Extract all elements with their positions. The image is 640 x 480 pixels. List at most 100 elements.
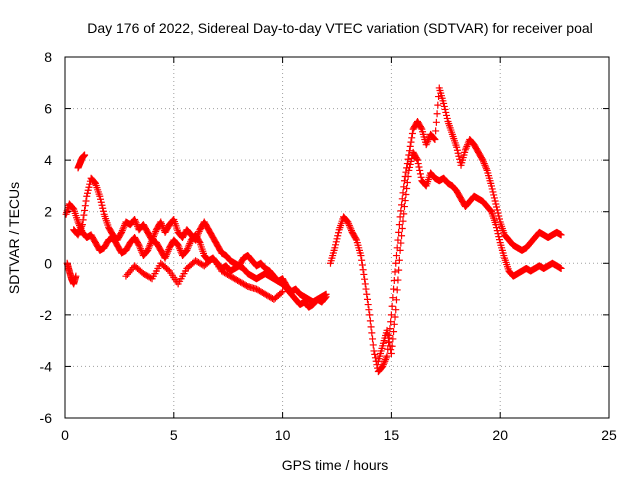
data-point <box>407 157 415 165</box>
data-point <box>407 138 415 146</box>
data-point <box>175 243 183 251</box>
data-point <box>162 252 170 260</box>
data-point <box>346 223 354 231</box>
data-point <box>332 238 340 246</box>
data-point <box>433 110 441 118</box>
data-point <box>406 142 414 150</box>
data-point <box>493 203 501 211</box>
data-point <box>371 350 379 358</box>
data-point <box>440 102 448 110</box>
data-point <box>83 189 91 197</box>
data-point <box>98 201 106 209</box>
data-point <box>358 256 366 264</box>
data-point <box>176 245 184 253</box>
data-point <box>390 320 398 328</box>
data-point <box>358 261 366 269</box>
data-point <box>368 329 376 337</box>
data-point <box>432 118 440 126</box>
data-point <box>373 361 381 369</box>
data-point <box>387 350 395 358</box>
data-point <box>398 232 406 240</box>
x-tick-label: 0 <box>61 427 69 443</box>
data-point <box>434 101 442 109</box>
data-point <box>493 206 501 214</box>
data-point <box>74 231 82 239</box>
data-point <box>158 221 166 229</box>
series-track-3 <box>63 259 80 288</box>
data-point <box>79 216 87 224</box>
data-point <box>489 188 497 196</box>
data-point <box>413 155 421 163</box>
data-point <box>344 218 352 226</box>
y-tick-label: 8 <box>44 49 52 65</box>
data-point <box>164 247 172 255</box>
data-point <box>149 233 157 241</box>
data-point <box>369 341 377 349</box>
data-points <box>62 84 565 376</box>
data-point <box>440 99 448 107</box>
series-track-4 <box>74 151 89 172</box>
data-point <box>406 163 414 171</box>
data-point <box>408 129 416 137</box>
data-point <box>176 246 184 254</box>
data-point <box>391 268 399 276</box>
data-point <box>192 234 200 242</box>
data-point <box>392 306 400 314</box>
data-point <box>417 173 425 181</box>
data-point <box>322 293 330 301</box>
x-tick-label: 15 <box>384 427 400 443</box>
data-point <box>379 362 387 370</box>
data-point <box>183 246 191 254</box>
data-point <box>455 152 463 160</box>
data-point <box>495 233 503 241</box>
data-point <box>359 266 367 274</box>
data-point <box>76 226 84 234</box>
data-point <box>352 235 360 243</box>
data-point <box>443 111 451 119</box>
data-point <box>97 195 105 203</box>
data-point <box>119 225 127 233</box>
data-point <box>131 215 139 223</box>
data-point <box>395 266 403 274</box>
data-point <box>362 285 370 293</box>
data-point <box>486 206 494 214</box>
data-point <box>364 301 372 309</box>
data-point <box>429 134 437 142</box>
data-point <box>157 220 165 228</box>
data-point <box>400 203 408 211</box>
data-point <box>145 243 153 251</box>
data-point <box>75 229 83 237</box>
data-point <box>366 317 374 325</box>
data-point <box>83 192 91 200</box>
data-point <box>490 191 498 199</box>
data-point <box>365 306 373 314</box>
data-point <box>393 286 401 294</box>
data-point <box>382 354 390 362</box>
data-point <box>480 158 488 166</box>
data-point <box>422 141 430 149</box>
data-point <box>388 342 396 350</box>
data-point <box>279 288 287 296</box>
data-point <box>144 246 152 254</box>
data-point <box>464 141 472 149</box>
data-point <box>86 180 94 188</box>
chart-title: Day 176 of 2022, Sidereal Day-to-day VTE… <box>87 20 593 36</box>
data-point <box>85 183 93 191</box>
data-point <box>391 313 399 321</box>
data-point <box>366 311 374 319</box>
data-point <box>81 202 89 210</box>
data-point <box>453 146 461 154</box>
data-point <box>453 143 461 151</box>
data-point <box>192 236 200 244</box>
data-point <box>120 223 128 231</box>
data-point <box>443 114 451 122</box>
data-point <box>148 236 156 244</box>
data-point <box>432 127 440 135</box>
data-point <box>481 161 489 169</box>
data-point <box>417 124 425 132</box>
data-point <box>80 211 88 219</box>
data-point <box>488 185 496 193</box>
data-point <box>144 245 152 253</box>
data-point <box>332 241 340 249</box>
